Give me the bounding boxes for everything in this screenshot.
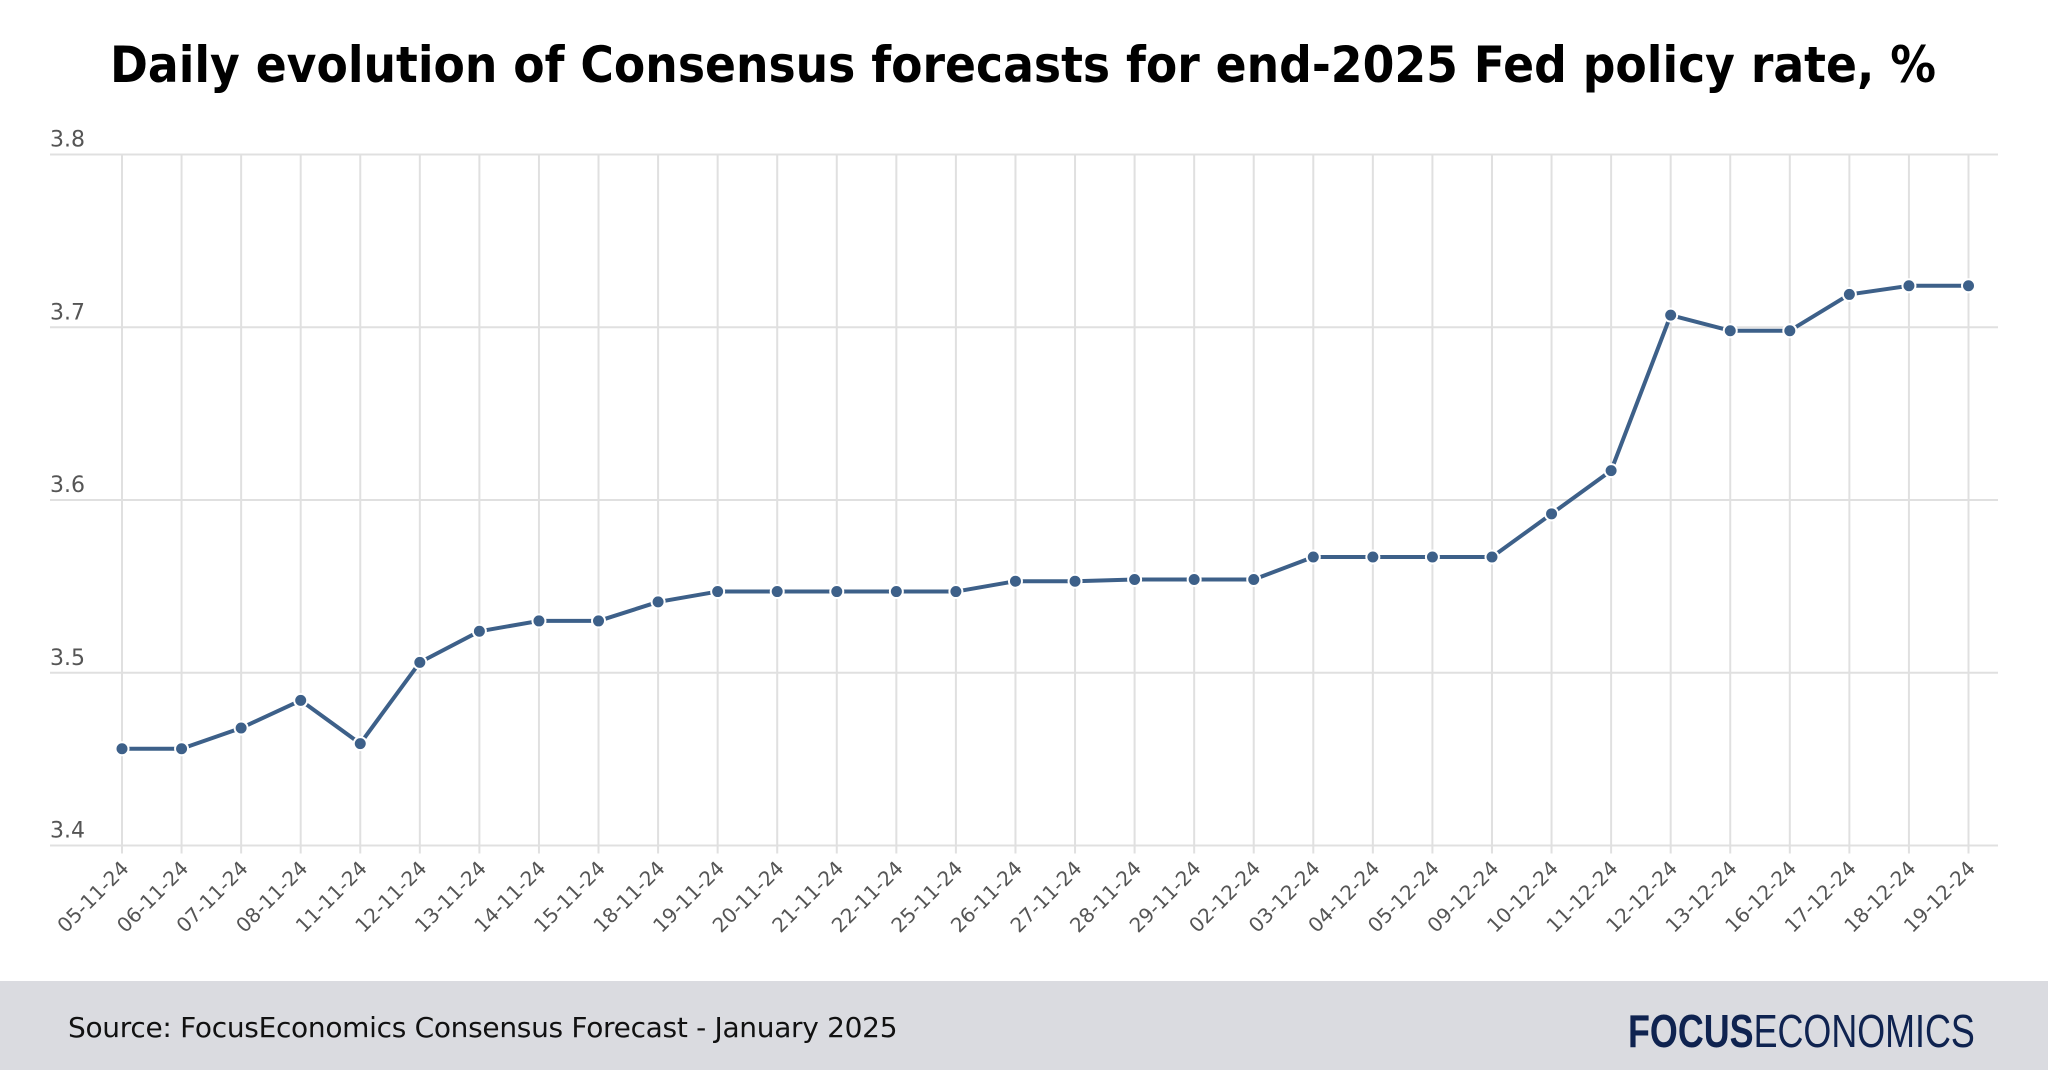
data-point — [114, 741, 130, 757]
data-point — [1365, 549, 1381, 565]
data-point — [1782, 323, 1798, 339]
data-point — [471, 623, 487, 639]
y-tick-label: 3.5 — [50, 646, 85, 671]
data-point — [1305, 549, 1321, 565]
data-point — [174, 741, 190, 757]
data-point — [948, 584, 964, 600]
data-point — [531, 613, 547, 629]
data-point — [1961, 278, 1976, 294]
data-point — [591, 613, 607, 629]
data-point — [293, 692, 309, 708]
chart-title: Daily evolution of Consensus forecasts f… — [110, 36, 1936, 94]
data-point — [1901, 278, 1917, 294]
data-point — [1067, 573, 1083, 589]
logo-light-text: ECONOMICS — [1753, 1005, 1975, 1057]
y-tick-label: 3.6 — [50, 473, 85, 498]
grid — [50, 153, 1998, 854]
data-point — [650, 594, 666, 610]
data-point — [352, 736, 368, 752]
data-point — [1484, 549, 1500, 565]
source-note: Source: FocusEconomics Consensus Forecas… — [68, 1011, 898, 1044]
series-line — [122, 283, 1969, 751]
data-point — [1007, 573, 1023, 589]
data-point — [1127, 571, 1143, 587]
data-point — [710, 584, 726, 600]
data-point — [888, 584, 904, 600]
data-point — [829, 584, 845, 600]
focuseconomics-logo: FOCUSECONOMICS — [1628, 1004, 1975, 1058]
data-points — [114, 278, 1976, 757]
data-point — [1186, 571, 1202, 587]
data-point — [1246, 571, 1262, 587]
data-point — [1603, 463, 1619, 479]
data-point — [1663, 307, 1679, 323]
y-tick-label: 3.8 — [50, 128, 85, 153]
data-point — [769, 584, 785, 600]
data-point — [1841, 286, 1857, 302]
logo-bold-text: FOCUS — [1628, 1005, 1754, 1057]
data-point — [412, 654, 428, 670]
y-tick-label: 3.4 — [50, 819, 85, 844]
data-point — [1722, 323, 1738, 339]
x-axis: 05-11-2406-11-2407-11-2408-11-2411-11-24… — [52, 856, 1980, 937]
data-point — [1544, 506, 1560, 522]
data-point — [1424, 549, 1440, 565]
line-chart: Daily evolution of Consensus forecasts f… — [50, 36, 1998, 937]
y-axis: 3.4 3.5 3.6 3.7 3.8 — [50, 128, 85, 844]
data-point — [233, 720, 249, 736]
footer — [0, 981, 2048, 1070]
y-tick-label: 3.7 — [50, 300, 85, 325]
